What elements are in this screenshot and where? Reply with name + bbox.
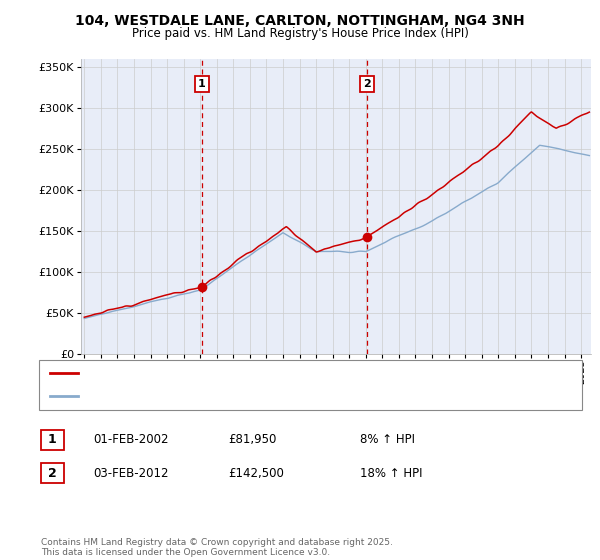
Text: 1: 1 [48, 433, 56, 446]
Text: 2: 2 [48, 466, 56, 480]
Text: 03-FEB-2012: 03-FEB-2012 [93, 466, 169, 480]
Text: £142,500: £142,500 [228, 466, 284, 480]
Text: £81,950: £81,950 [228, 433, 277, 446]
Text: 01-FEB-2002: 01-FEB-2002 [93, 433, 169, 446]
Text: 104, WESTDALE LANE, CARLTON, NOTTINGHAM, NG4 3NH: 104, WESTDALE LANE, CARLTON, NOTTINGHAM,… [75, 14, 525, 28]
Text: 8% ↑ HPI: 8% ↑ HPI [360, 433, 415, 446]
Text: 104, WESTDALE LANE, CARLTON, NOTTINGHAM, NG4 3NH (semi-detached house): 104, WESTDALE LANE, CARLTON, NOTTINGHAM,… [84, 368, 491, 378]
Text: 2: 2 [363, 79, 371, 89]
Text: 1: 1 [197, 79, 205, 89]
Text: HPI: Average price, semi-detached house, Gedling: HPI: Average price, semi-detached house,… [84, 391, 335, 401]
Text: Price paid vs. HM Land Registry's House Price Index (HPI): Price paid vs. HM Land Registry's House … [131, 27, 469, 40]
Text: Contains HM Land Registry data © Crown copyright and database right 2025.
This d: Contains HM Land Registry data © Crown c… [41, 538, 392, 557]
Text: 18% ↑ HPI: 18% ↑ HPI [360, 466, 422, 480]
